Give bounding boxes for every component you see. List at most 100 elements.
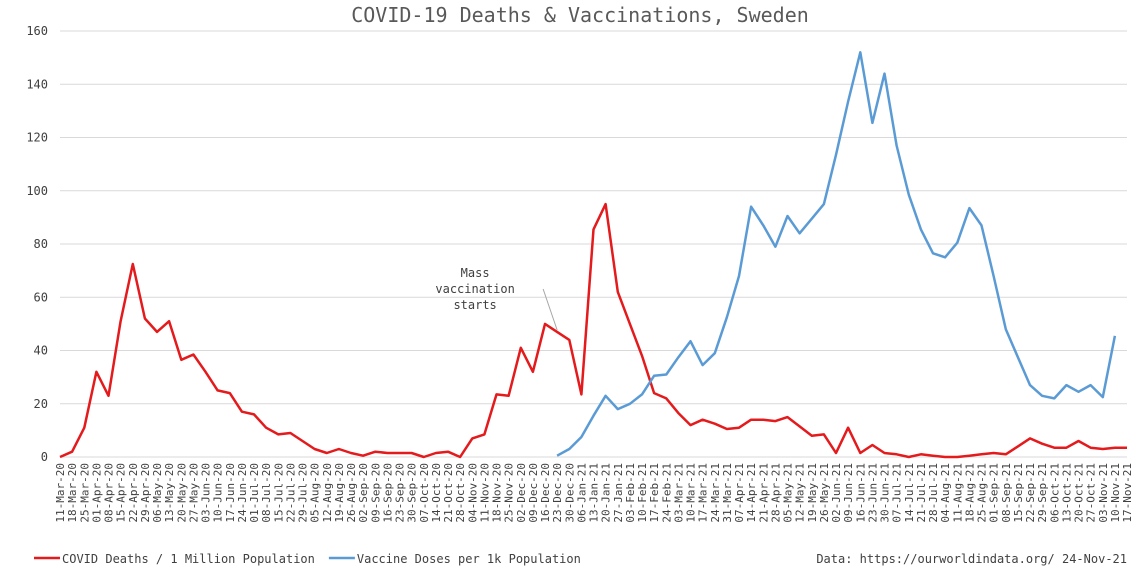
chart-title: COVID-19 Deaths & Vaccinations, Sweden [351,3,809,27]
x-tick-label: 21-Jul-21 [915,463,928,523]
x-tick-label: 15-Sep-21 [1012,463,1025,523]
y-tick-label: 40 [34,344,48,358]
x-tick-label: 13-Oct-21 [1060,463,1073,523]
x-tick-label: 30-Sep-20 [406,463,419,523]
x-tick-label: 28-Apr-21 [769,463,782,523]
x-tick-label: 13-Jan-21 [588,463,601,523]
y-tick-label: 60 [34,290,48,304]
x-tick-label: 18-Mar-20 [66,463,79,523]
x-tick-label: 06-Jan-21 [575,463,588,523]
annotation: vaccination [435,282,514,296]
x-tick-label: 06-May-20 [151,463,164,523]
x-tick-label: 28-Jul-21 [927,463,940,523]
x-tick-label: 11-Nov-20 [478,463,491,523]
x-tick-label: 28-Oct-20 [454,463,467,523]
legend-label: COVID Deaths / 1 Million Population [62,552,315,566]
x-tick-label: 14-Apr-21 [745,463,758,523]
x-tick-label: 08-Apr-20 [103,463,116,523]
x-tick-label: 10-Jun-20 [212,463,225,523]
x-tick-label: 26-May-21 [818,463,831,523]
x-tick-label: 20-May-20 [175,463,188,523]
x-tick-label: 17-Nov-21 [1121,463,1134,523]
y-tick-label: 160 [26,24,48,38]
x-tick-label: 05-Aug-20 [309,463,322,523]
legend-label: Vaccine Doses per 1k Population [357,552,581,566]
x-tick-label: 12-Aug-20 [321,463,334,523]
x-tick-label: 23-Jun-21 [866,463,879,523]
x-tick-label: 03-Mar-21 [672,463,685,523]
x-tick-label: 23-Dec-20 [551,463,564,523]
x-tick-label: 27-Jan-21 [612,463,625,523]
x-tick-label: 09-Dec-20 [527,463,540,523]
x-tick-label: 25-Nov-20 [503,463,516,523]
series-line [556,51,1117,457]
x-tick-label: 12-May-21 [794,463,807,523]
x-tick-label: 01-Apr-20 [90,463,103,523]
x-tick-label: 30-Jun-21 [879,463,892,523]
y-tick-label: 80 [34,237,48,251]
x-tick-label: 13-May-20 [163,463,176,523]
annotation-leader [542,288,558,331]
x-tick-label: 14-Jul-21 [903,463,916,523]
x-tick-label: 19-Aug-20 [333,463,346,523]
x-tick-label: 25-Aug-21 [976,463,989,523]
x-tick-label: 07-Apr-21 [733,463,746,523]
x-tick-label: 04-Nov-20 [466,463,479,523]
annotation: Mass [461,266,490,280]
x-tick-label: 31-Mar-21 [721,463,734,523]
x-tick-label: 03-Feb-21 [624,463,637,523]
x-tick-label: 27-Oct-21 [1085,463,1098,523]
x-tick-label: 01-Jul-20 [248,463,261,523]
x-tick-label: 04-Aug-21 [939,463,952,523]
x-tick-label: 02-Dec-20 [515,463,528,523]
x-tick-label: 18-Nov-20 [491,463,504,523]
x-tick-label: 01-Sep-21 [988,463,1001,523]
x-tick-label: 17-Mar-21 [697,463,710,523]
x-tick-label: 22-Apr-20 [127,463,140,523]
x-tick-label: 16-Sep-20 [381,463,394,523]
y-tick-label: 120 [26,131,48,145]
y-tick-label: 140 [26,77,48,91]
x-tick-label: 29-Sep-21 [1036,463,1049,523]
x-tick-label: 22-Sep-21 [1024,463,1037,523]
x-tick-label: 29-Apr-20 [139,463,152,523]
x-tick-label: 22-Jul-20 [284,463,297,523]
x-tick-label: 15-Apr-20 [115,463,128,523]
x-tick-label: 17-Jun-20 [224,463,237,523]
x-tick-label: 09-Jun-21 [842,463,855,523]
x-tick-label: 03-Nov-21 [1097,463,1110,523]
x-tick-label: 15-Jul-20 [272,463,285,523]
x-tick-label: 20-Oct-21 [1073,463,1086,523]
x-tick-label: 24-Jun-20 [236,463,249,523]
x-tick-label: 24-Mar-21 [709,463,722,523]
x-tick-label: 17-Feb-21 [648,463,661,523]
x-tick-label: 08-Sep-21 [1000,463,1013,523]
x-tick-label: 20-Jan-21 [600,463,613,523]
x-tick-label: 24-Feb-21 [660,463,673,523]
x-tick-label: 14-Oct-20 [430,463,443,523]
x-tick-label: 19-May-21 [806,463,819,523]
x-tick-label: 10-Feb-21 [636,463,649,523]
x-tick-label: 16-Jun-21 [854,463,867,523]
source: Data: https://ourworldindata.org/ 24-Nov… [816,552,1127,566]
x-tick-label: 07-Oct-20 [418,463,431,523]
x-tick-label: 02-Jun-21 [830,463,843,523]
y-tick-label: 0 [41,450,48,464]
x-tick-label: 11-Mar-20 [54,463,67,523]
x-tick-label: 08-Jul-20 [260,463,273,523]
x-tick-label: 06-Oct-21 [1048,463,1061,523]
x-tick-label: 09-Sep-20 [369,463,382,523]
x-tick-label: 29-Jul-20 [297,463,310,523]
x-tick-label: 02-Sep-20 [357,463,370,523]
x-tick-label: 07-Jul-21 [891,463,904,523]
x-tick-label: 05-May-21 [782,463,795,523]
x-tick-label: 10-Nov-21 [1109,463,1122,523]
annotation: starts [453,298,496,312]
x-tick-label: 27-May-20 [187,463,200,523]
series-line [59,202,1127,459]
x-tick-label: 26-Aug-20 [345,463,358,523]
x-tick-label: 21-Oct-20 [442,463,455,523]
x-tick-label: 23-Sep-20 [394,463,407,523]
x-tick-label: 18-Aug-21 [963,463,976,523]
